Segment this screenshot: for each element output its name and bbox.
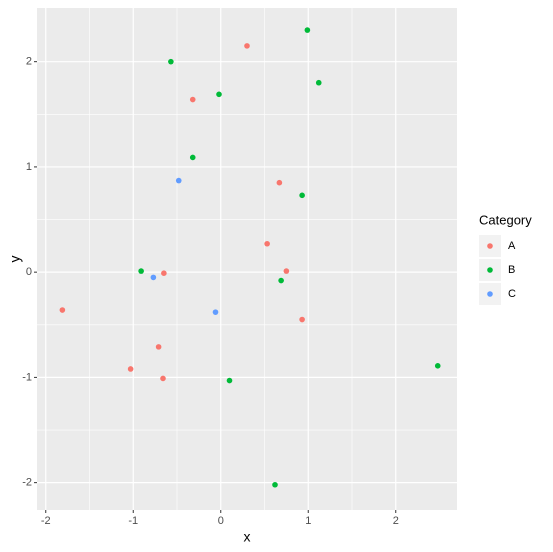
point	[299, 316, 305, 323]
point	[155, 344, 162, 350]
y-tick-label: -1	[22, 371, 32, 383]
y-tick-label: -2	[22, 477, 32, 489]
point	[127, 366, 134, 372]
point	[216, 91, 222, 98]
legend-label: B	[508, 264, 515, 276]
x-axis-title: x	[244, 529, 251, 545]
panel	[37, 8, 457, 510]
legend-label: A	[508, 240, 516, 252]
point	[212, 309, 219, 315]
point	[283, 268, 290, 274]
y-tick-label: 2	[26, 56, 32, 68]
point	[264, 240, 270, 247]
point	[278, 277, 284, 284]
x-tick-label: 1	[305, 515, 311, 527]
x-tick-label: 0	[218, 515, 224, 527]
legend-title: Category	[479, 212, 532, 227]
point	[189, 154, 196, 161]
legend-marker	[487, 243, 493, 249]
point	[299, 192, 305, 199]
point	[315, 79, 322, 86]
point	[59, 307, 66, 313]
point	[226, 377, 233, 384]
point	[175, 177, 182, 184]
point	[150, 274, 157, 281]
y-tick-label: 1	[26, 161, 32, 173]
point	[160, 375, 166, 382]
legend-label: C	[508, 288, 516, 300]
point	[168, 58, 174, 65]
x-tick-label: -2	[41, 515, 51, 527]
point	[276, 179, 283, 186]
legend-marker	[487, 267, 493, 273]
x-tick-label: 2	[393, 515, 399, 527]
x-tick-label: -1	[128, 515, 138, 527]
point	[189, 96, 196, 103]
point	[304, 27, 311, 33]
legend-marker	[487, 291, 493, 297]
point	[272, 481, 278, 488]
y-tick-label: 0	[26, 266, 32, 278]
point	[244, 43, 250, 49]
point	[434, 363, 441, 369]
point	[138, 268, 144, 274]
point	[161, 270, 167, 277]
y-axis-title: y	[7, 256, 23, 263]
